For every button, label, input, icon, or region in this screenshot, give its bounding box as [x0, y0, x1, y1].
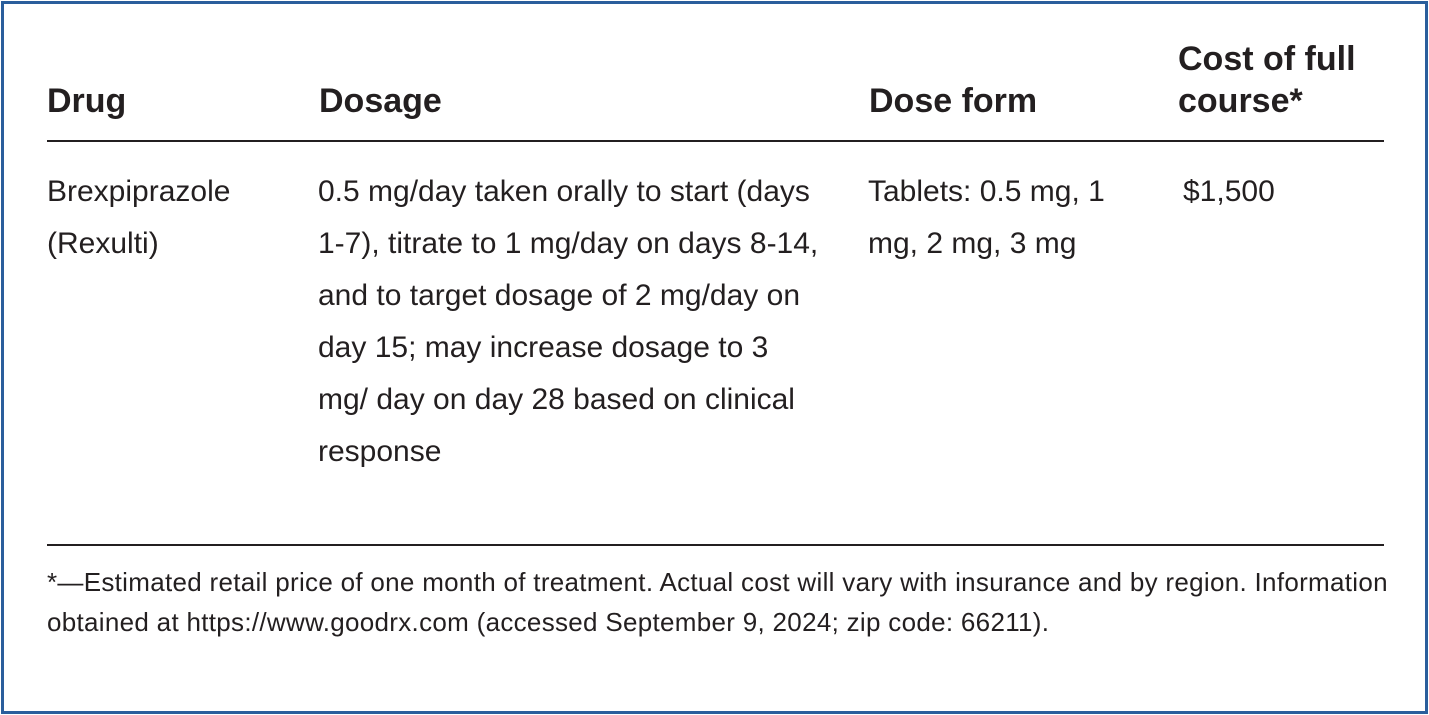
header-cell: Dose form [869, 82, 1038, 120]
table-body: Brexpiprazole (Rexulti) 0.5 mg/day taken… [47, 142, 1384, 546]
table-cell: Brexpiprazole (Rexulti) [47, 175, 231, 260]
table-cell: 0.5 mg/day taken orally to start (days 1… [318, 175, 819, 468]
table-cell: Tablets: 0.5 mg, 1 mg, 2 mg, 3 mg [868, 175, 1105, 260]
header-cell: Drug [47, 82, 127, 120]
table-cell: $1,500 [1183, 175, 1275, 208]
table-header: Drug Dosage Dose form Cost of full cours… [47, 30, 1384, 142]
footnote: *—Estimated retail price of one month of… [47, 567, 1388, 637]
header-cell: Cost of full course* [1178, 40, 1356, 120]
header-cell: Dosage [319, 82, 442, 120]
